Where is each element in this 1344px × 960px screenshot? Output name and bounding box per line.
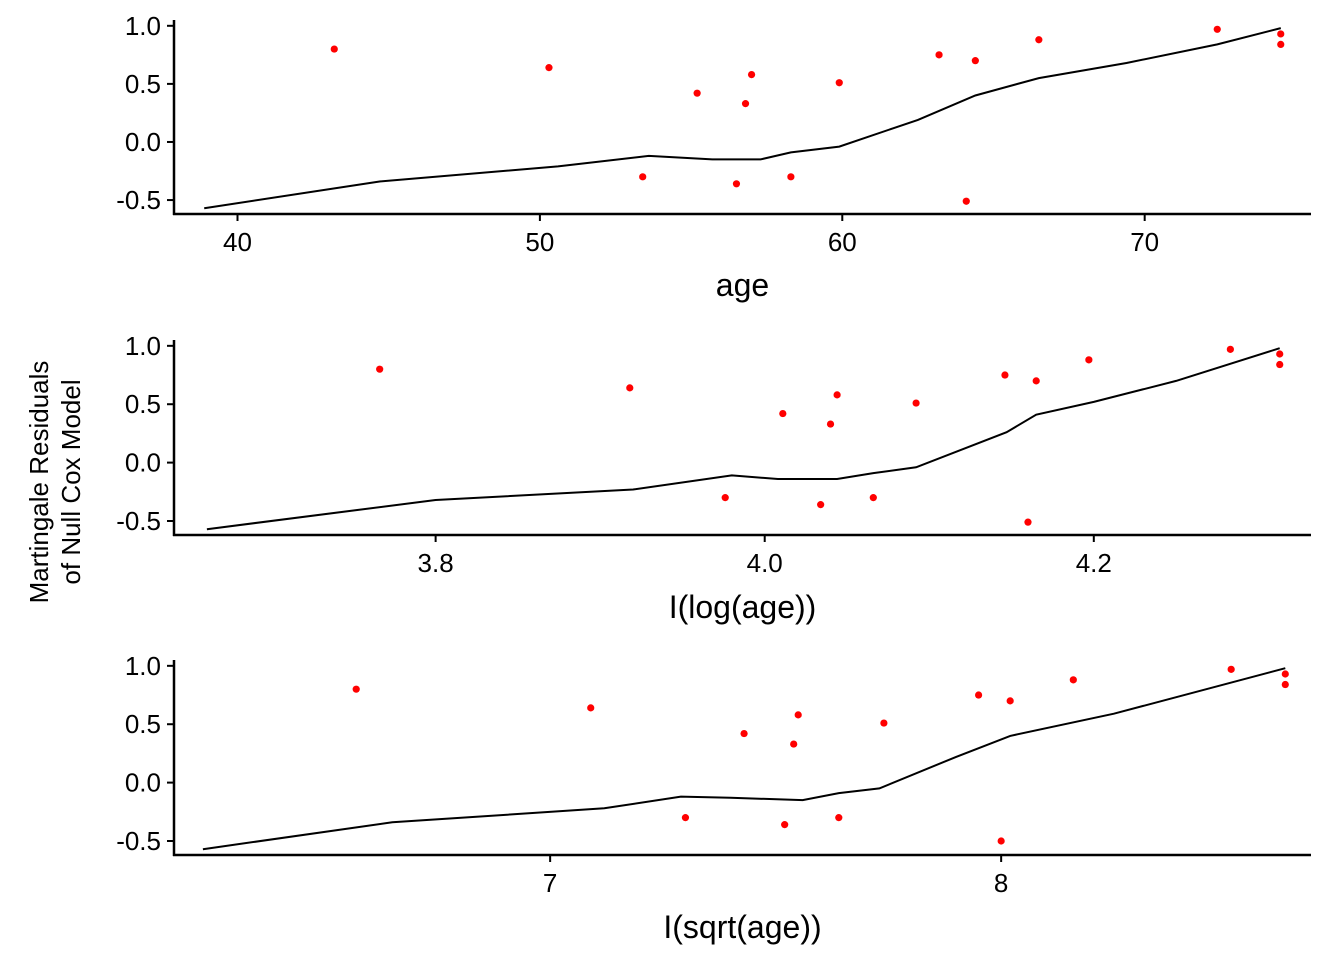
residual-point — [880, 719, 888, 727]
residual-point — [681, 814, 690, 822]
y-axis-title-line-1: Martingale Residuals — [24, 361, 54, 604]
residual-point — [962, 197, 970, 205]
residual-point — [1001, 371, 1009, 379]
residual-point — [1006, 697, 1014, 705]
residual-point — [1085, 356, 1093, 364]
residual-point — [545, 64, 553, 72]
residual-point — [1227, 665, 1235, 673]
residual-point — [1277, 30, 1285, 38]
residual-point — [1035, 36, 1043, 44]
x-axis-title: I(log(age)) — [669, 589, 817, 625]
x-tick-label: 7 — [543, 868, 557, 898]
residual-point — [869, 494, 877, 502]
y-tick-label: 0.5 — [125, 69, 161, 99]
residual-point — [1226, 345, 1234, 353]
residual-point — [794, 711, 802, 719]
x-axis-title: I(sqrt(age)) — [663, 909, 821, 945]
residual-point — [1276, 350, 1284, 358]
smooth-line — [204, 27, 1282, 210]
residual-point — [1032, 377, 1040, 385]
panel-log-age: -0.5 0.0 0.5 1.0 3.8 4.0 4.2 I(log(age)) — [116, 331, 1311, 625]
y-tick-label: -0.5 — [116, 826, 161, 856]
residual-point — [732, 180, 741, 188]
x-tick-label: 4.2 — [1076, 548, 1112, 578]
x-tick-label: 60 — [828, 227, 857, 257]
residual-point — [1281, 680, 1289, 689]
x-axis-title: age — [716, 267, 769, 303]
y-tick-label: 0.0 — [125, 448, 161, 478]
residual-point — [1277, 40, 1285, 48]
y-tick-label: 1.0 — [125, 11, 161, 41]
x-tick-label: 50 — [525, 227, 554, 257]
y-tick-label: -0.5 — [116, 185, 161, 215]
residual-point — [781, 821, 789, 829]
residual-point — [912, 399, 920, 407]
smooth-line — [202, 667, 1286, 851]
residual-point — [352, 685, 360, 693]
y-tick-label: 0.5 — [125, 709, 161, 739]
x-tick-label: 8 — [994, 868, 1008, 898]
residual-point — [1276, 360, 1284, 369]
residual-point — [790, 740, 798, 748]
residual-point — [639, 173, 647, 181]
x-tick-label: 40 — [223, 227, 252, 257]
residual-point — [1281, 670, 1289, 678]
residual-point — [626, 384, 634, 392]
residual-point — [835, 79, 843, 87]
residual-point — [971, 57, 979, 65]
residual-point — [833, 391, 841, 399]
residual-point — [975, 691, 983, 699]
residual-point — [741, 100, 750, 108]
residual-point — [693, 89, 701, 97]
residual-point — [817, 501, 825, 509]
x-tick-label: 3.8 — [418, 548, 454, 578]
residual-point — [935, 51, 943, 59]
panel-sqrt-age: -0.5 0.0 0.5 1.0 7 8 I(sqrt(age)) — [116, 651, 1311, 945]
y-tick-label: 0.0 — [125, 768, 161, 798]
residual-point — [587, 704, 595, 712]
residual-point — [787, 173, 795, 181]
shared-y-axis-title: Martingale Residuals of Null Cox Model — [24, 361, 86, 604]
residual-point — [779, 409, 787, 418]
residual-point — [997, 837, 1005, 845]
residual-point — [721, 494, 729, 502]
x-tick-label: 70 — [1130, 227, 1159, 257]
y-axis-title-line-2: of Null Cox Model — [56, 379, 86, 584]
y-tick-label: -0.5 — [116, 506, 161, 536]
residual-point — [740, 729, 748, 738]
smooth-line — [206, 347, 1281, 531]
residual-point — [835, 814, 843, 822]
y-tick-label: 0.5 — [125, 389, 161, 419]
residual-point — [1213, 25, 1221, 33]
residual-point — [1024, 518, 1032, 526]
x-tick-label: 4.0 — [747, 548, 783, 578]
residual-point — [330, 45, 338, 53]
y-tick-label: 1.0 — [125, 331, 161, 361]
residual-point — [747, 70, 756, 79]
residual-point — [1069, 676, 1077, 684]
residual-point — [376, 365, 384, 373]
y-tick-label: 1.0 — [125, 651, 161, 681]
panel-age: -0.5 0.0 0.5 1.0 40 50 60 70 age — [116, 11, 1311, 303]
y-tick-label: 0.0 — [125, 127, 161, 157]
residual-point — [826, 420, 835, 428]
